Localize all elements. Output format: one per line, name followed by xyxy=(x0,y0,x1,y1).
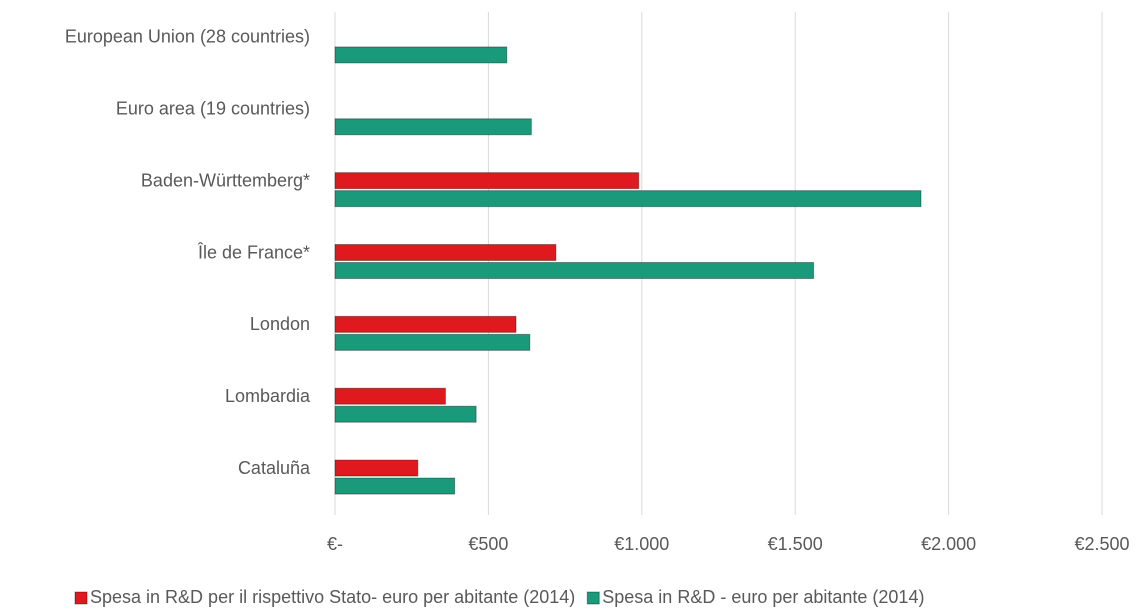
bar xyxy=(334,315,517,333)
x-tick-label: €1.000 xyxy=(614,534,669,554)
bar xyxy=(334,244,557,261)
y-tick-label: Euro area (19 countries) xyxy=(116,99,310,119)
legend-swatch xyxy=(74,591,88,605)
x-tick-label: €2.500 xyxy=(1074,534,1129,554)
bar xyxy=(334,387,446,405)
legend-label: Spesa in R&D - euro per abitante (2014) xyxy=(602,587,924,607)
x-tick-label: €500 xyxy=(468,534,508,554)
bar xyxy=(334,172,640,190)
x-tick-label: €2.000 xyxy=(921,534,976,554)
bar xyxy=(334,262,815,279)
y-tick-label: London xyxy=(250,314,310,334)
bar xyxy=(334,333,531,351)
x-tick-label: €- xyxy=(327,534,343,554)
bar xyxy=(334,118,532,136)
y-tick-label: Île de France* xyxy=(197,242,310,262)
legend-label: Spesa in R&D per il rispettivo Stato- eu… xyxy=(90,587,575,607)
y-tick-label: Baden-Württemberg* xyxy=(141,170,310,190)
bar xyxy=(334,477,456,495)
y-tick-label: Lombardia xyxy=(225,386,311,406)
bar xyxy=(334,46,508,64)
bar xyxy=(334,459,419,477)
legend-swatch xyxy=(586,591,600,605)
y-tick-label: Cataluña xyxy=(238,458,311,478)
y-tick-label: European Union (28 countries) xyxy=(65,27,310,47)
bar xyxy=(334,405,477,423)
bar xyxy=(334,190,922,208)
x-tick-label: €1.500 xyxy=(768,534,823,554)
